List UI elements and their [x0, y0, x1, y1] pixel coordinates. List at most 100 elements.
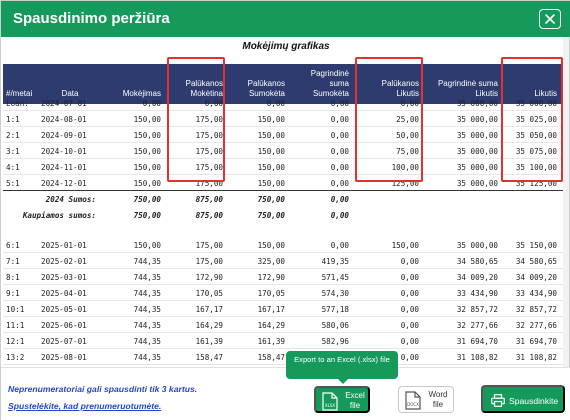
table-cell: 0,00 [142, 99, 161, 108]
table-cell: 571,45 [321, 273, 349, 282]
table-cell: 31 108,82 [515, 353, 557, 362]
table-cell: 150,00 [257, 179, 285, 188]
table-cell: 577,18 [321, 305, 349, 314]
table-cell: 50,00 [396, 131, 419, 140]
table-cell: 0,00 [330, 163, 349, 172]
table-cell: 4:1 [6, 163, 20, 172]
print-limit-note: Neprenumeratoriai gali spausdinti tik 3 … [8, 384, 198, 394]
table-cell: 0,00 [400, 99, 419, 108]
col-header-interest-balance: Palūkanos Likutis [381, 79, 419, 98]
table-cell: 158,47 [195, 353, 223, 362]
sum-value: 0,00 [330, 211, 349, 220]
dialog-title: Spausdinimo peržiūra [13, 10, 170, 27]
export-word-button[interactable]: DOCX Word file [398, 386, 454, 413]
word-file-icon: DOCX [405, 391, 421, 410]
table-cell: 172,90 [195, 273, 223, 282]
table-cell: 150,00 [133, 179, 161, 188]
schedule-title: Mokėjimų grafikas [242, 41, 330, 52]
table-cell: 0,00 [400, 305, 419, 314]
close-button[interactable] [539, 9, 561, 29]
table-cell: 10:1 [6, 305, 25, 314]
row-divider [3, 284, 563, 285]
table-cell: 158,47 [257, 353, 285, 362]
table-cell: 11:1 [6, 321, 25, 330]
table-cell: 75,00 [396, 147, 419, 156]
table-cell: 0,00 [400, 273, 419, 282]
table-cell: 25,00 [396, 115, 419, 124]
table-cell: 2025-05-01 [41, 305, 87, 314]
table-cell: 9:1 [6, 289, 20, 298]
sum-row: 2024 Sumos: 750,00 875,00 750,00 0,00 [3, 191, 563, 207]
table-cell: 175,00 [195, 115, 223, 124]
excel-tooltip: Export to an Excel (.xlsx) file [286, 351, 398, 379]
table-cell: 150,00 [391, 241, 419, 250]
table-cell: 164,29 [195, 321, 223, 330]
table-cell: 0,00 [330, 99, 349, 108]
col-header-payment: Mokėjimas [122, 89, 161, 98]
table-cell: 2024-08-01 [41, 115, 87, 124]
table-cell: 6:1 [6, 241, 20, 250]
table-cell: 33 434,90 [515, 289, 557, 298]
table-cell: 2025-06-01 [41, 321, 87, 330]
close-icon [545, 14, 555, 24]
table-row: 5:1 2024-12-01 150,00 175,00 150,00 0,00 125,0… [3, 175, 563, 191]
table-cell: Loan: [6, 99, 29, 108]
sum-value: 875,00 [195, 195, 223, 204]
table-cell: 2025-07-01 [41, 337, 87, 346]
table-cell: 31 694,70 [515, 337, 557, 346]
table-row: 7:1 2025-02-01 744,35 175,00 325,00 419,35 0,0… [3, 253, 563, 269]
table-header: #/metai Data Mokėjimas Palūkanos Mokėtin… [3, 64, 563, 104]
table-cell: 0,00 [330, 147, 349, 156]
table-cell: 0,00 [400, 257, 419, 266]
sum-divider [3, 190, 563, 191]
subscribe-link[interactable]: Spustelėkite, kad prenumeruotumėte. [8, 401, 162, 411]
row-divider [3, 316, 563, 317]
table-cell: 2024-10-01 [41, 147, 87, 156]
row-divider [3, 110, 563, 111]
table-cell: 35 000,00 [456, 163, 498, 172]
table-cell: 175,00 [195, 163, 223, 172]
table-cell: 175,00 [195, 147, 223, 156]
sum-value: 750,00 [133, 211, 161, 220]
col-header-interest-due: Palūkanos Mokėtina [185, 79, 223, 98]
table-row: 11:1 2025-06-01 744,35 164,29 164,29 580,06 0,… [3, 317, 563, 333]
table-cell: 0,00 [400, 353, 419, 362]
table-cell: 150,00 [257, 163, 285, 172]
table-cell: 161,39 [195, 337, 223, 346]
table-cell: 0,00 [266, 99, 285, 108]
table-cell: 175,00 [195, 131, 223, 140]
table-cell: 34 009,20 [456, 273, 498, 282]
svg-text:XLSX: XLSX [325, 403, 336, 408]
table-cell: 32 857,72 [456, 305, 498, 314]
print-button[interactable]: Spausdinkite [481, 385, 565, 413]
col-header-interest-paid: Palūkanos Sumokėta [247, 79, 285, 98]
table-cell: 2025-01-01 [41, 241, 87, 250]
col-header-balance: Likutis [534, 89, 557, 98]
table-cell: 12:1 [6, 337, 25, 346]
export-excel-button[interactable]: XLSX Excel file [314, 386, 370, 413]
table-cell: 164,29 [257, 321, 285, 330]
col-header-principal-balance: Pagrindinė suma Likutis [437, 79, 498, 98]
table-cell: 744,35 [133, 305, 161, 314]
table-cell: 150,00 [133, 115, 161, 124]
table-cell: 125,00 [391, 179, 419, 188]
col-header-date: Data [61, 89, 79, 98]
preview-content[interactable]: Mokėjimų grafikas #/metai Data Mokėjimas… [3, 37, 569, 367]
sum-label: Kaupiamos sumos: [22, 211, 96, 220]
table-cell: 35 025,00 [515, 115, 557, 124]
table-cell: 175,00 [195, 241, 223, 250]
svg-text:DOCX: DOCX [407, 402, 419, 407]
table-cell: 150,00 [133, 147, 161, 156]
scrollbar[interactable] [563, 37, 569, 367]
table-cell: 2024-11-01 [41, 163, 87, 172]
table-cell: 2025-04-01 [41, 289, 87, 298]
table-row: 2:1 2024-09-01 150,00 175,00 150,00 0,00 50,00… [3, 127, 563, 143]
sum-value: 750,00 [257, 211, 285, 220]
table-cell: 170,05 [257, 289, 285, 298]
table-cell: 31 108,82 [456, 353, 498, 362]
table-cell: 35 150,00 [515, 241, 557, 250]
word-button-label: Word file [428, 390, 448, 409]
excel-button-label: Excel file [345, 391, 365, 410]
table-cell: 0,00 [330, 241, 349, 250]
table-row: Loan: 2024-07-01 0,00 0,00 0,00 0,00 0,00 35 00… [3, 95, 563, 111]
